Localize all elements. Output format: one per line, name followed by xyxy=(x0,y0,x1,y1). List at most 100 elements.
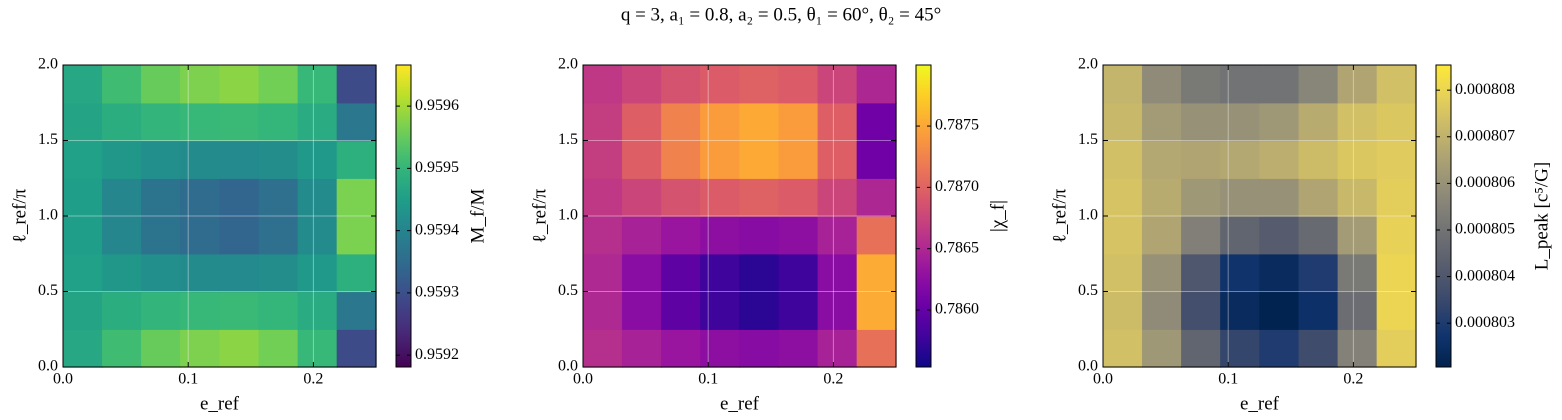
heatmap-cell xyxy=(778,215,819,255)
heatmap-cell xyxy=(582,253,623,293)
y-tick-label: 0.5 xyxy=(558,282,578,299)
colorbar-tick-label: 0.7860 xyxy=(935,301,979,318)
heatmap-cell xyxy=(582,140,623,179)
heatmap-cell xyxy=(621,102,662,142)
heatmap-cell xyxy=(1337,178,1378,217)
heatmap-cell xyxy=(1141,253,1182,293)
heatmap-cell xyxy=(101,102,142,142)
heatmap-cell xyxy=(141,329,182,368)
heatmap-cell xyxy=(1298,215,1339,255)
heatmap-cell xyxy=(856,291,897,330)
heatmap-cell xyxy=(817,329,858,368)
heatmap-cell xyxy=(258,140,299,179)
heatmap-cell xyxy=(336,64,377,104)
heatmap-cell xyxy=(62,140,103,179)
heatmap-cell xyxy=(180,140,221,179)
heatmap-cell xyxy=(778,140,819,179)
heatmap-cell xyxy=(1376,215,1417,255)
heatmap-cell xyxy=(62,253,103,293)
heatmap-cell xyxy=(258,178,299,217)
heatmap-cell xyxy=(1259,140,1300,179)
heatmap-cell xyxy=(141,178,182,217)
heatmap-cell xyxy=(336,102,377,142)
heatmap-cell xyxy=(700,253,741,293)
colorbar-tick-label: 0.000806 xyxy=(1455,174,1515,191)
heatmap-cell xyxy=(1376,329,1417,368)
heatmap-cell xyxy=(739,215,780,255)
heatmap-cell xyxy=(101,329,142,368)
heatmap-cell xyxy=(180,64,221,104)
heatmap-cell xyxy=(141,102,182,142)
y-tick-label: 1.0 xyxy=(38,207,58,224)
heatmap-cell xyxy=(1376,178,1417,217)
x-axis-label: e_ref xyxy=(1240,393,1280,414)
heatmap-cell xyxy=(1298,178,1339,217)
heatmap-cell xyxy=(297,178,338,217)
heatmap-cell xyxy=(180,253,221,293)
heatmap-cell xyxy=(1259,215,1300,255)
heatmap-cell xyxy=(700,140,741,179)
heatmap-cell xyxy=(1376,253,1417,293)
x-tick-label: 0.1 xyxy=(1218,371,1238,388)
heatmap-cell xyxy=(1102,102,1143,142)
heatmap-cell xyxy=(297,102,338,142)
heatmap-cell xyxy=(1337,140,1378,179)
heatmap-cell xyxy=(180,178,221,217)
x-tick-label: 0.0 xyxy=(53,371,73,388)
heatmap-cell xyxy=(1181,178,1222,217)
heatmap-cell xyxy=(1220,291,1261,330)
heatmap-cell xyxy=(336,291,377,330)
colorbar xyxy=(915,64,932,368)
heatmap-cell xyxy=(661,253,702,293)
heatmap-cell xyxy=(1102,178,1143,217)
heatmap-cell xyxy=(1141,178,1182,217)
heatmap-cell xyxy=(1141,215,1182,255)
heatmap-cell xyxy=(336,140,377,179)
colorbar-tick-label: 0.9594 xyxy=(415,221,459,238)
heatmap-cell xyxy=(621,140,662,179)
heatmap-cell xyxy=(700,64,741,104)
heatmap-cell xyxy=(141,215,182,255)
y-tick-label: 0.0 xyxy=(558,358,578,375)
heatmap-cell xyxy=(219,178,260,217)
heatmap-cell xyxy=(856,329,897,368)
heatmap-cell xyxy=(336,215,377,255)
heatmap-cell xyxy=(258,64,299,104)
heatmap-cell xyxy=(101,64,142,104)
heatmap-cell xyxy=(1220,102,1261,142)
heatmap-cell xyxy=(1141,64,1182,104)
heatmap-cell xyxy=(817,178,858,217)
heatmap-cell xyxy=(1102,140,1143,179)
heatmap-cell xyxy=(621,215,662,255)
colorbar-tick-label: 0.000807 xyxy=(1455,127,1515,144)
heatmap-cell xyxy=(1337,215,1378,255)
heatmap-cell xyxy=(180,329,221,368)
x-axis-label: e_ref xyxy=(720,393,760,414)
colorbar-tick-label: 0.9596 xyxy=(415,97,459,114)
heatmap-cell xyxy=(621,329,662,368)
heatmap-cell xyxy=(1337,253,1378,293)
colorbar xyxy=(395,64,412,368)
heatmap-cell xyxy=(856,102,897,142)
heatmap-cell xyxy=(856,178,897,217)
heatmap-cell xyxy=(62,178,103,217)
heatmap-cell xyxy=(1181,64,1222,104)
heatmap-cell xyxy=(62,102,103,142)
heatmap-cell xyxy=(1298,329,1339,368)
heatmap-cell xyxy=(621,64,662,104)
heatmap-cell xyxy=(856,215,897,255)
heatmap-cell xyxy=(582,178,623,217)
y-axis-label: ℓ_ref/π xyxy=(9,188,30,243)
heatmap-cell xyxy=(1220,329,1261,368)
heatmap-cell xyxy=(1220,178,1261,217)
x-tick-label: 0.1 xyxy=(698,371,718,388)
heatmap-cell xyxy=(101,215,142,255)
heatmap-cell xyxy=(336,329,377,368)
heatmap-cell xyxy=(1102,64,1143,104)
heatmap-cell xyxy=(817,291,858,330)
heatmap-cell xyxy=(739,140,780,179)
colorbar-tick-label: 0.000804 xyxy=(1455,267,1515,284)
heatmap-cell xyxy=(700,329,741,368)
heatmap-cell xyxy=(1141,291,1182,330)
